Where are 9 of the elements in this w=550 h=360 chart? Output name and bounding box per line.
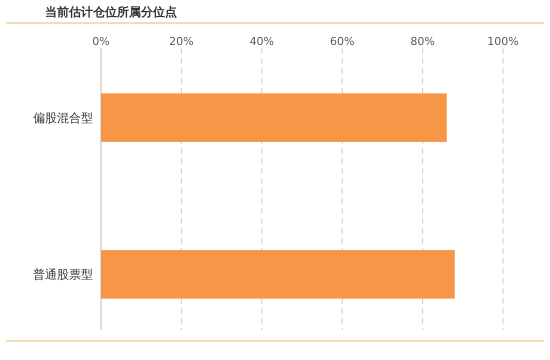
y-tick-label: 偏股混合型 [33, 110, 93, 125]
x-tick-label: 100% [487, 35, 519, 48]
x-tick-label: 0% [92, 35, 110, 48]
x-tick-label: 60% [330, 35, 354, 48]
x-tick-label: 80% [410, 35, 435, 48]
x-tick-label: 20% [169, 35, 194, 48]
chart-title: 当前估计仓位所属分位点 [45, 5, 177, 19]
x-tick-label: 40% [250, 35, 274, 48]
y-tick-label: 普通股票型 [33, 268, 93, 282]
